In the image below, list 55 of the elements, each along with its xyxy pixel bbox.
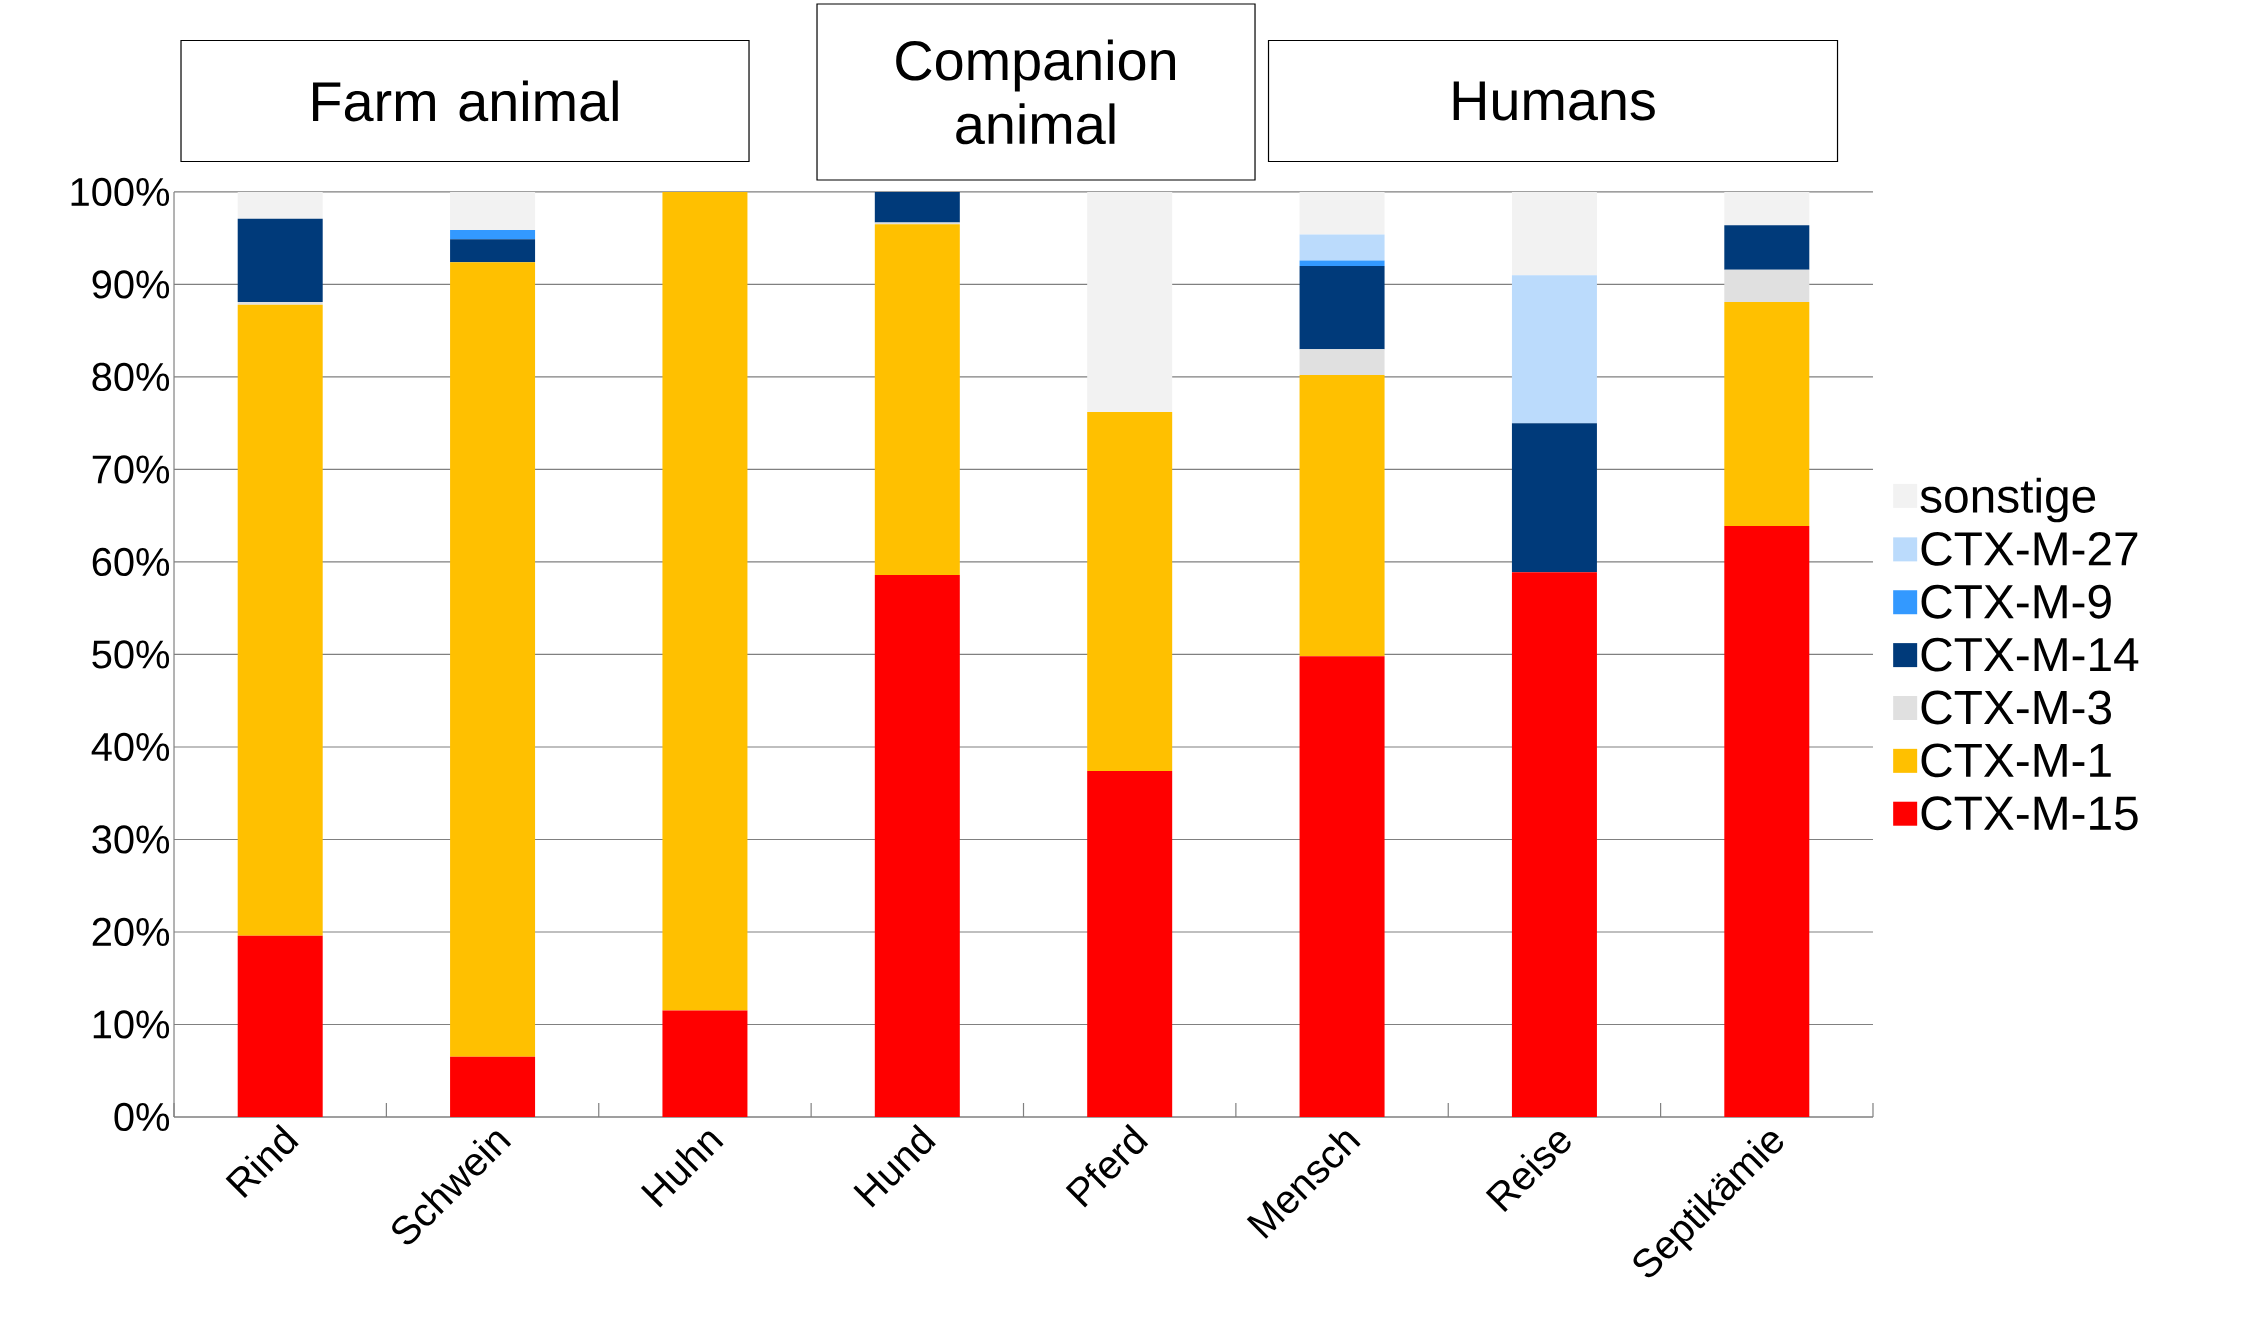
bar	[1724, 191, 1810, 226]
bar	[1087, 771, 1173, 1117]
bar	[1087, 191, 1173, 413]
legend-label: CTX-M-15	[1921, 796, 2138, 831]
bar	[1724, 269, 1810, 303]
y-tick-label: 60%	[92, 547, 170, 577]
legend-label: CTX-M-14	[1921, 637, 2139, 672]
bar	[874, 574, 960, 1117]
y-tick-label: 10%	[93, 1010, 170, 1039]
legend-label: CTX-M-9	[1921, 584, 2111, 619]
bar	[874, 224, 960, 575]
y-tick-label: 30%	[92, 825, 170, 854]
legend-label: CTX-M-1	[1921, 743, 2111, 778]
y-tick-label: 70%	[92, 455, 170, 484]
y-tick-label: 100%	[71, 177, 170, 207]
y-tick-label: 40%	[91, 732, 170, 762]
bar	[1511, 275, 1597, 424]
text: Companion animal	[896, 39, 1175, 145]
bar	[1511, 423, 1597, 573]
bar	[1724, 525, 1810, 1117]
legend-label: CTX-M-3	[1921, 690, 2111, 725]
bar	[1299, 191, 1385, 235]
bar	[237, 218, 323, 303]
y-tick-label: 20%	[92, 917, 170, 947]
bar	[662, 191, 748, 1011]
bar	[1087, 412, 1173, 772]
bar	[450, 262, 536, 1057]
y-tick-label: 80%	[92, 362, 170, 392]
bar	[1299, 375, 1385, 657]
bar	[237, 304, 323, 936]
bar	[1511, 191, 1597, 276]
bar	[237, 302, 323, 305]
legend-label: sonstige	[1920, 477, 2096, 523]
bar	[237, 191, 323, 219]
bar	[1724, 302, 1810, 526]
bar	[450, 191, 536, 230]
bar	[450, 239, 536, 263]
bar	[450, 229, 536, 240]
bar	[237, 935, 323, 1117]
bar	[1299, 265, 1385, 350]
legend-label: CTX-M-27	[1921, 531, 2138, 566]
bar	[1299, 656, 1385, 1117]
bar	[1299, 234, 1385, 261]
y-tick-label: 90%	[92, 270, 170, 299]
y-tick-label: 50%	[92, 640, 170, 669]
bar	[662, 1010, 748, 1117]
text: Humans	[1453, 81, 1655, 121]
bar	[1511, 572, 1597, 1117]
bar	[874, 191, 960, 223]
bar	[450, 1056, 536, 1117]
y-tick-label: 0%	[114, 1102, 170, 1132]
bar	[1299, 349, 1385, 376]
text: Farm animal	[313, 80, 618, 122]
bar	[1299, 260, 1385, 266]
bar	[1724, 225, 1810, 270]
